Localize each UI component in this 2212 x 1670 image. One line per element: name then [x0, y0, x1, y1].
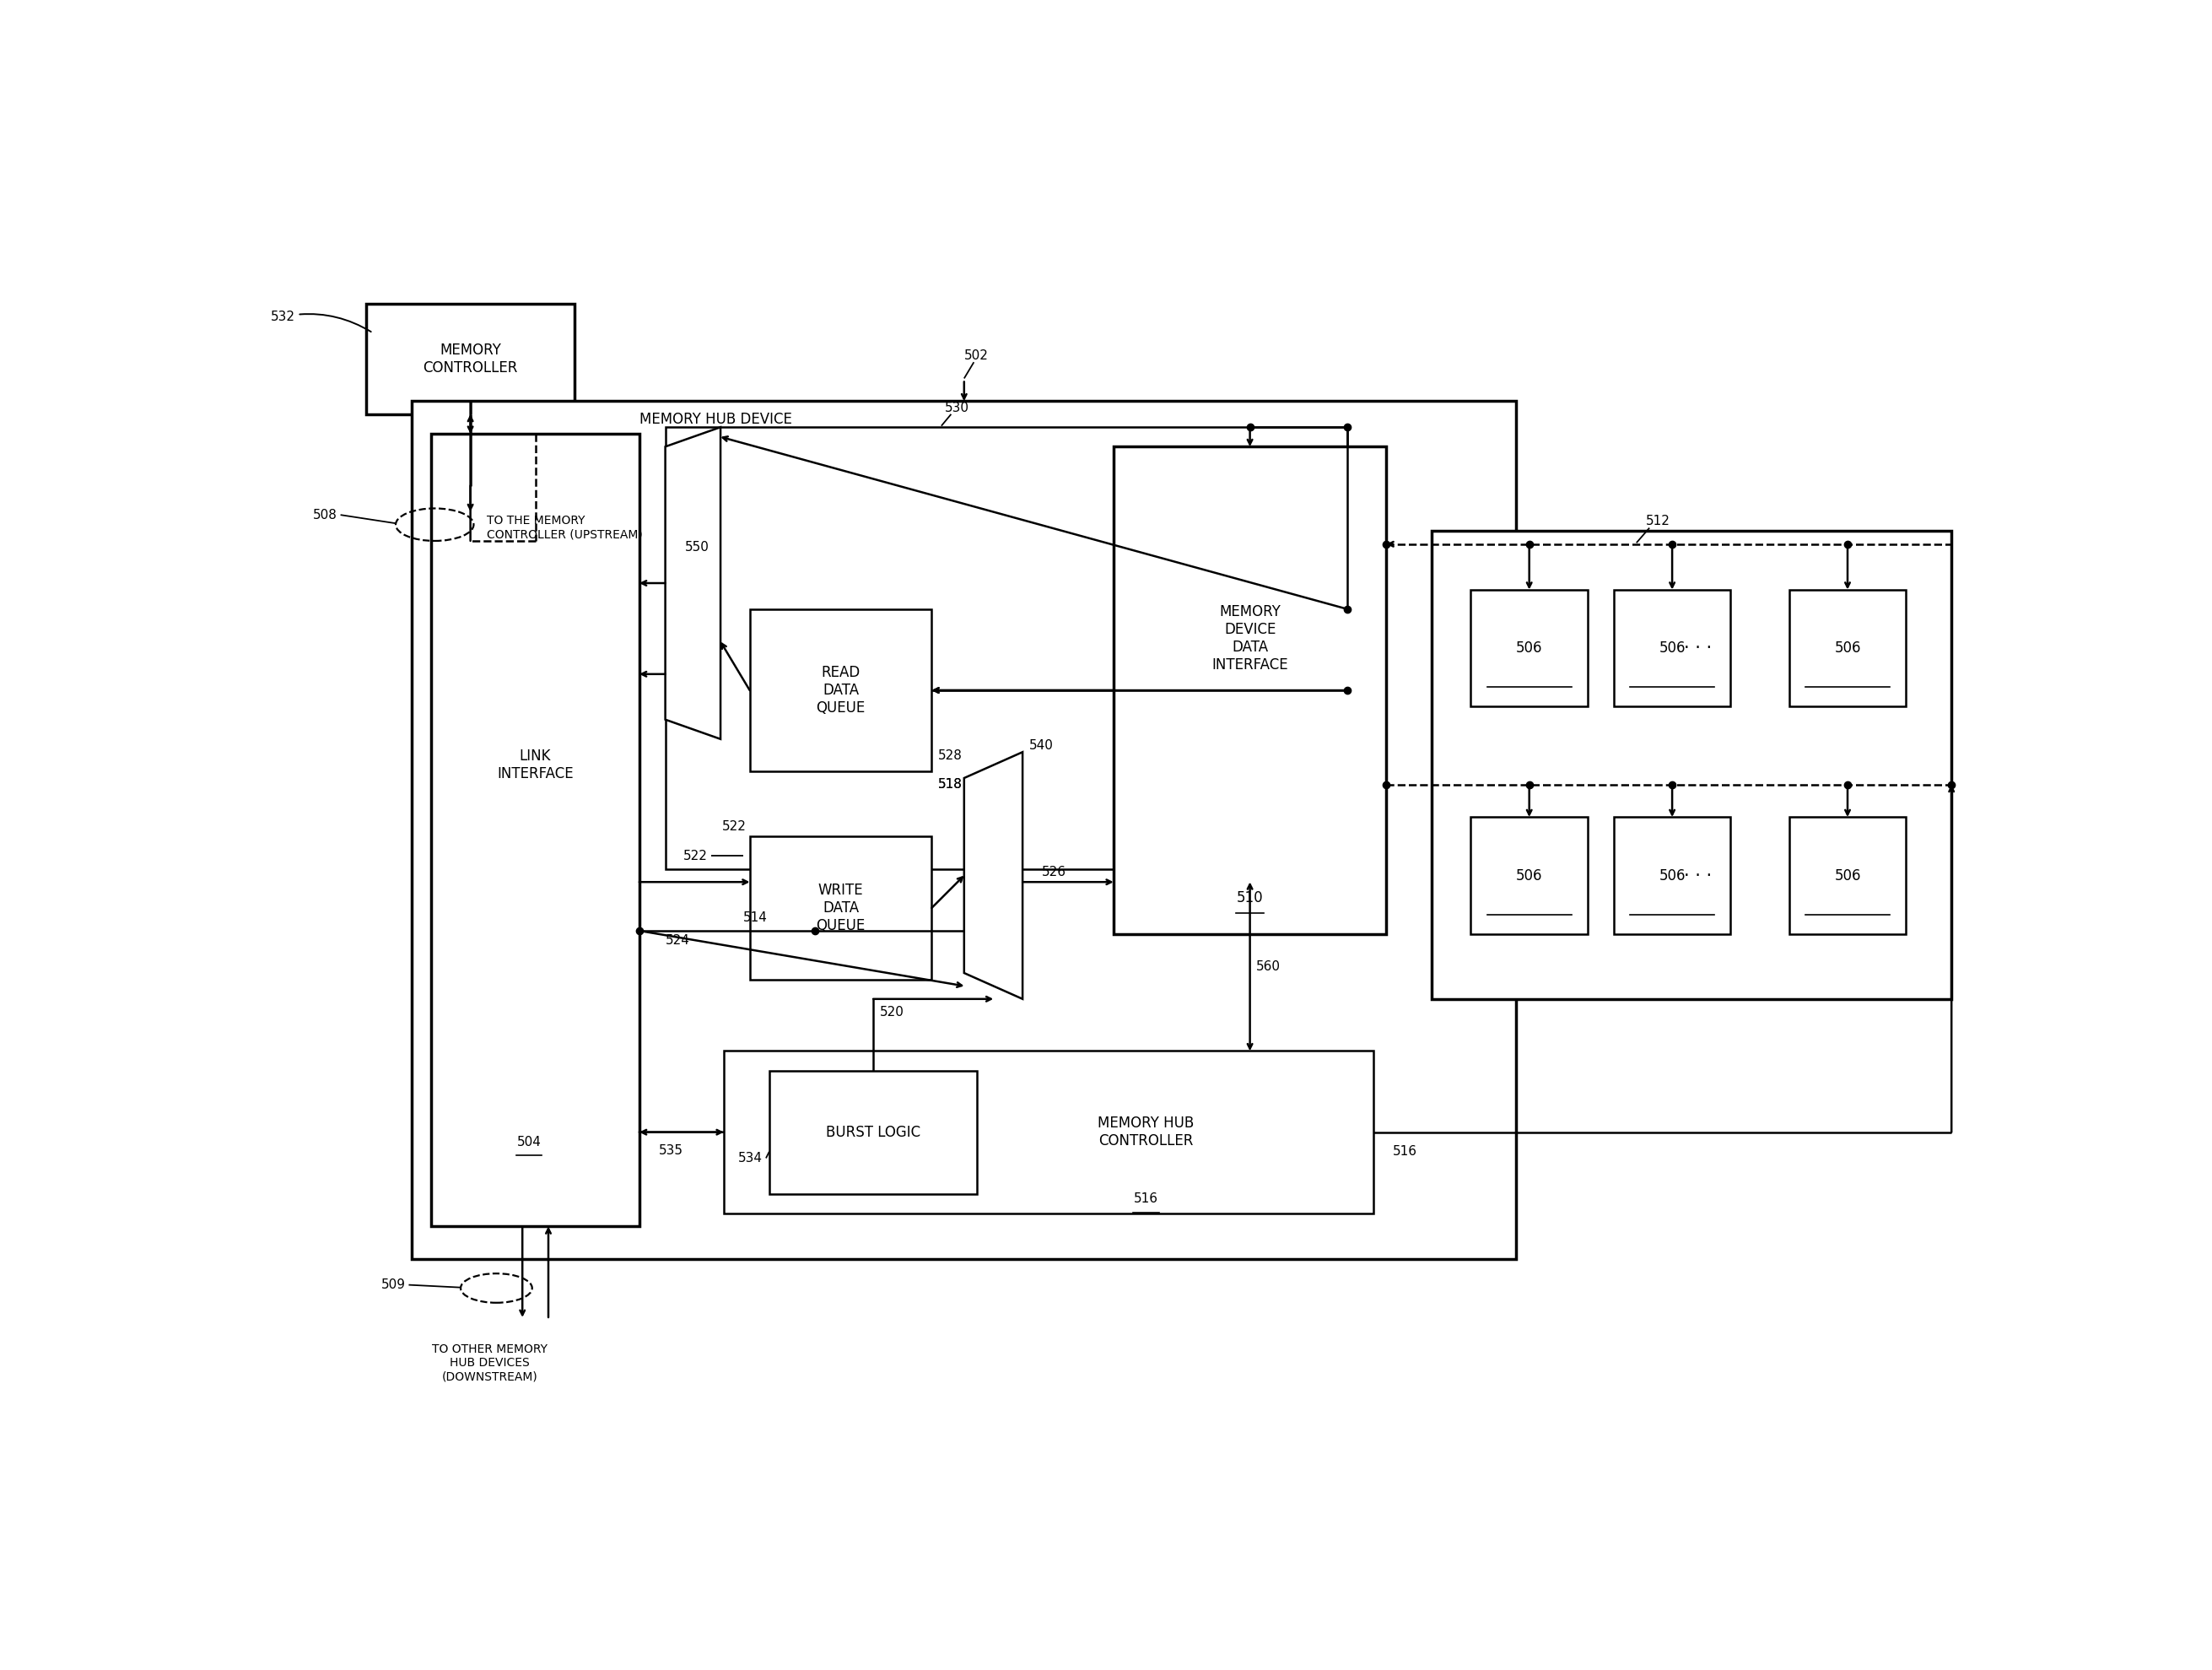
Bar	[1615, 817, 1730, 934]
Text: 540: 540	[1029, 740, 1053, 752]
Text: 508: 508	[312, 509, 336, 521]
Text: 502: 502	[964, 349, 989, 362]
Text: 560: 560	[1256, 960, 1281, 974]
Bar	[411, 401, 1515, 1259]
Text: 524: 524	[666, 934, 690, 947]
Text: MEMORY HUB
CONTROLLER: MEMORY HUB CONTROLLER	[1097, 1116, 1194, 1149]
Text: 506: 506	[1834, 868, 1860, 883]
Text: · · ·: · · ·	[1683, 640, 1712, 656]
Bar	[367, 304, 575, 414]
Text: 514: 514	[743, 912, 768, 924]
Text: 512: 512	[1646, 514, 1670, 528]
Text: 509: 509	[380, 1279, 405, 1291]
Bar	[1471, 590, 1588, 706]
Text: 526: 526	[1042, 867, 1066, 878]
Bar	[1790, 590, 1907, 706]
Text: 530: 530	[945, 401, 969, 414]
Text: 520: 520	[880, 1005, 905, 1019]
Text: 516: 516	[1394, 1146, 1418, 1157]
Text: MEMORY
CONTROLLER: MEMORY CONTROLLER	[422, 342, 518, 376]
Bar	[750, 837, 931, 980]
Text: · · ·: · · ·	[1683, 867, 1712, 883]
Text: MEMORY HUB DEVICE: MEMORY HUB DEVICE	[639, 412, 792, 428]
Text: 518: 518	[938, 778, 962, 790]
Text: 518: 518	[938, 778, 962, 790]
Text: 550: 550	[686, 541, 710, 553]
Text: TO OTHER MEMORY
HUB DEVICES
(DOWNSTREAM): TO OTHER MEMORY HUB DEVICES (DOWNSTREAM)	[431, 1343, 549, 1383]
Bar	[1790, 817, 1907, 934]
Text: 522: 522	[721, 820, 745, 833]
Text: 506: 506	[1515, 641, 1542, 656]
Bar	[1471, 817, 1588, 934]
Text: 516: 516	[1135, 1192, 1159, 1206]
Text: MEMORY
DEVICE
DATA
INTERFACE: MEMORY DEVICE DATA INTERFACE	[1212, 605, 1287, 673]
Text: 528: 528	[938, 748, 962, 762]
Bar	[666, 428, 1347, 868]
Text: READ
DATA
QUEUE: READ DATA QUEUE	[816, 665, 865, 715]
Text: 532: 532	[270, 311, 372, 332]
Text: 506: 506	[1834, 641, 1860, 656]
Bar	[1615, 590, 1730, 706]
Text: 522: 522	[684, 850, 708, 862]
Bar	[750, 610, 931, 772]
Polygon shape	[964, 752, 1022, 999]
Text: TO THE MEMORY
CONTROLLER (UPSTREAM): TO THE MEMORY CONTROLLER (UPSTREAM)	[487, 514, 641, 541]
Bar	[723, 1050, 1374, 1214]
Polygon shape	[666, 428, 721, 740]
Bar	[1431, 531, 1951, 999]
Text: 506: 506	[1515, 868, 1542, 883]
Text: BURST LOGIC: BURST LOGIC	[825, 1124, 920, 1139]
Text: 534: 534	[739, 1152, 763, 1164]
Bar	[770, 1070, 978, 1194]
Text: 510: 510	[1237, 890, 1263, 905]
Text: WRITE
DATA
QUEUE: WRITE DATA QUEUE	[816, 883, 865, 934]
Text: LINK
INTERFACE: LINK INTERFACE	[498, 748, 573, 782]
Text: 504: 504	[518, 1136, 542, 1149]
Bar	[431, 434, 639, 1226]
Bar	[1113, 446, 1387, 934]
Text: 535: 535	[659, 1144, 684, 1157]
Text: 506: 506	[1659, 868, 1686, 883]
Text: 506: 506	[1659, 641, 1686, 656]
